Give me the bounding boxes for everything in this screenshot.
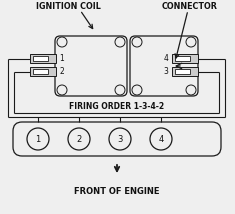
FancyBboxPatch shape [13, 122, 221, 156]
Circle shape [132, 37, 142, 47]
Circle shape [150, 128, 172, 150]
Text: IGNITION COIL: IGNITION COIL [35, 2, 100, 11]
Text: 1: 1 [59, 54, 64, 63]
FancyBboxPatch shape [130, 36, 198, 96]
Bar [33, 56, 48, 61]
Bar [172, 54, 198, 63]
Circle shape [186, 37, 196, 47]
Text: 3: 3 [117, 135, 123, 144]
Text: 1: 1 [35, 135, 41, 144]
Bar [175, 56, 190, 61]
Text: FIRING ORDER 1-3-4-2: FIRING ORDER 1-3-4-2 [69, 101, 164, 110]
Bar [30, 67, 56, 76]
Circle shape [27, 128, 49, 150]
Text: 4: 4 [158, 135, 164, 144]
Text: CONNECTOR: CONNECTOR [162, 2, 218, 11]
Circle shape [115, 37, 125, 47]
Bar [175, 69, 190, 74]
Bar [172, 67, 198, 76]
Text: FRONT OF ENGINE: FRONT OF ENGINE [74, 187, 160, 196]
Circle shape [132, 85, 142, 95]
Bar [33, 69, 48, 74]
Circle shape [68, 128, 90, 150]
Circle shape [57, 37, 67, 47]
Circle shape [186, 85, 196, 95]
Bar [30, 54, 56, 63]
Circle shape [115, 85, 125, 95]
Text: 4: 4 [163, 54, 168, 63]
FancyBboxPatch shape [55, 36, 127, 96]
Circle shape [57, 85, 67, 95]
Circle shape [109, 128, 131, 150]
Text: 3: 3 [163, 67, 168, 76]
Text: 2: 2 [59, 67, 64, 76]
Text: 2: 2 [76, 135, 82, 144]
